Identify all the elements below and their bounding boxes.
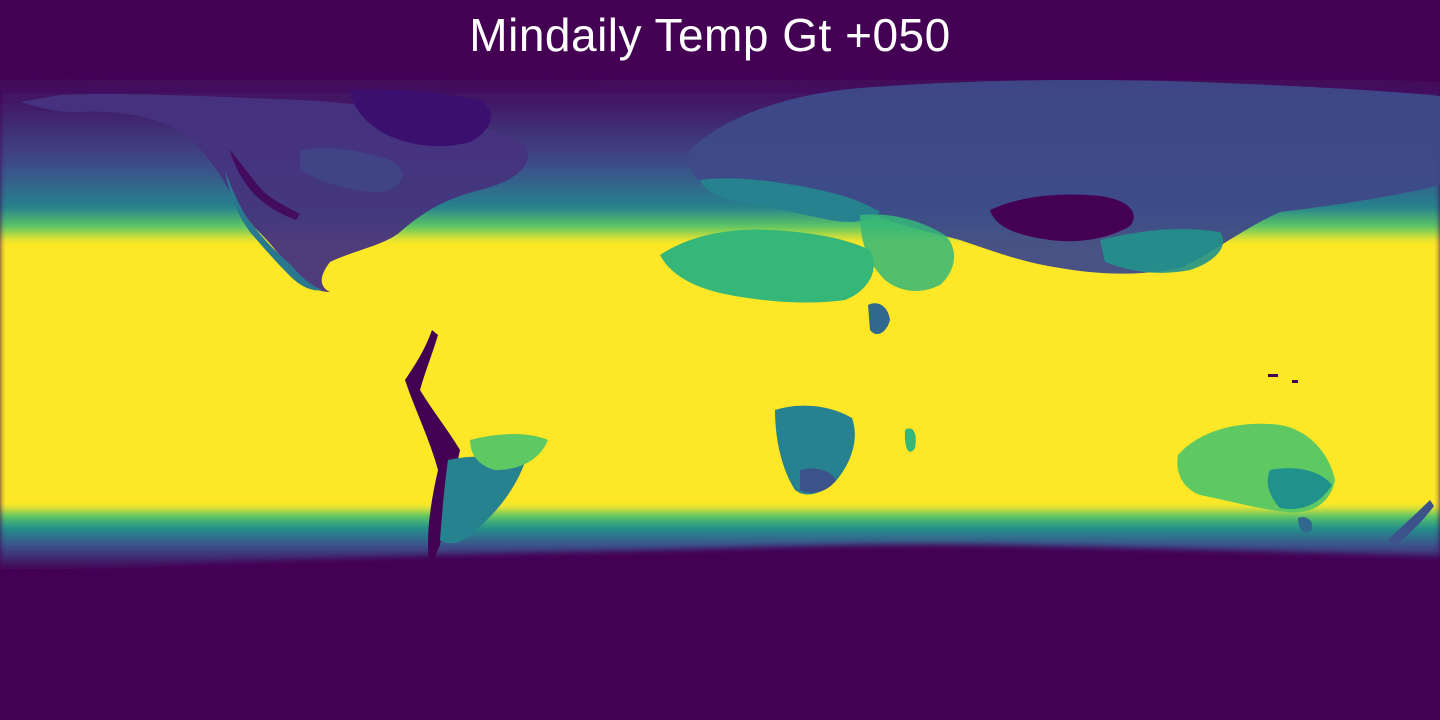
rocky-mountains [230,150,300,220]
china-east [1100,229,1224,273]
tibetan-plateau [990,194,1134,242]
southern-africa-highland [800,468,836,493]
africa [660,229,890,495]
islands [904,374,1298,452]
europe-south [700,178,880,222]
north-america [20,93,528,292]
map-title: Mindaily Temp Gt +050 [469,9,951,61]
sahara [660,229,874,303]
ethiopian-highlands [868,303,890,335]
southern-africa [775,405,855,495]
island-pacific [1268,374,1278,377]
patagonia [440,456,525,544]
hudson-area [300,148,403,192]
greenland [350,89,491,147]
australia-southeast [1267,468,1332,510]
australia [1177,423,1434,546]
pampas [470,434,548,470]
eurasia [688,80,1440,274]
northern-land [20,80,1440,292]
south-america [405,330,548,568]
madagascar [904,428,916,452]
island-pacific-2 [1292,380,1298,383]
tasmania [1298,517,1313,533]
middle-east [860,214,955,292]
new-zealand [1388,500,1434,546]
